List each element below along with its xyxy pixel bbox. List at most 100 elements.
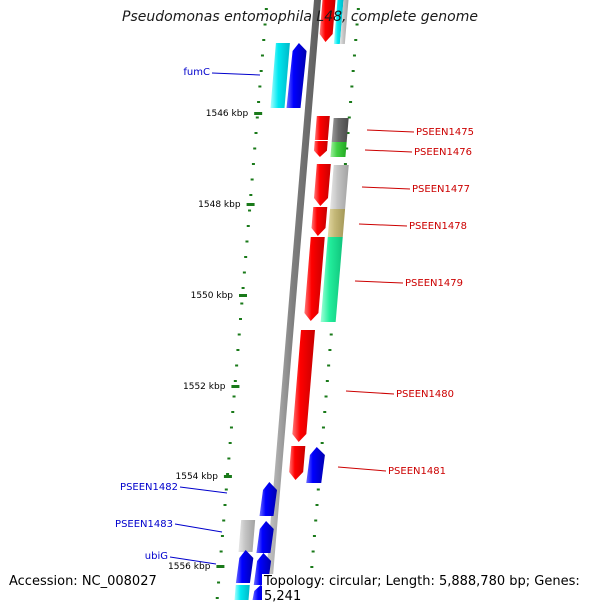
gene-label-pseen1477[interactable]: PSEEN1477 <box>412 184 470 195</box>
gene-feature[interactable] <box>330 142 347 157</box>
gene-feature[interactable] <box>320 237 343 322</box>
gene-label-leader <box>169 556 217 565</box>
gene-pseen1481-feature[interactable] <box>306 447 325 483</box>
tick-dot <box>228 442 232 444</box>
scale-tick-mark <box>223 475 232 478</box>
tick-dot <box>320 442 324 444</box>
gene-labels: fumC PSEEN1475 PSEEN1476 PSEEN1477 PSEEN1478… <box>115 67 474 565</box>
tick-dot <box>345 147 349 150</box>
scale-tick-mark <box>239 294 247 297</box>
tick-dot <box>227 457 231 460</box>
tick-dot <box>314 519 318 522</box>
tick-dot <box>224 488 228 491</box>
tick-dot <box>325 380 329 382</box>
tick-dot <box>257 101 261 103</box>
scale-tick-mark <box>254 112 263 115</box>
gene-label-pseen1483[interactable]: PSEEN1483 <box>115 519 173 530</box>
tick-dot <box>235 364 239 367</box>
tick-dot <box>356 8 360 10</box>
scale-tick-label: 1546 kbp <box>206 109 249 119</box>
tick-dot <box>219 550 223 553</box>
gene-label-fumc[interactable]: fumC <box>183 67 210 78</box>
tick-dot <box>321 426 325 429</box>
scale-tick-label: 1550 kbp <box>191 291 234 301</box>
genome-backbone <box>264 0 321 600</box>
gene-label-pseen1475[interactable]: PSEEN1475 <box>416 127 474 138</box>
gene-pseen1475[interactable] <box>314 116 330 140</box>
tick-dot <box>253 147 257 150</box>
tick-dot <box>250 178 254 181</box>
tick-dot <box>343 163 347 165</box>
tick-dot <box>329 333 333 336</box>
tick-dot <box>248 209 252 212</box>
gene-pseen1482[interactable] <box>259 482 278 516</box>
gene-label-pseen1481[interactable]: PSEEN1481 <box>388 466 446 477</box>
tick-dot <box>231 411 235 413</box>
gene-label-leader <box>179 486 228 494</box>
scale-tick-label: 1552 kbp <box>183 382 226 392</box>
scale-tick-label: 1554 kbp <box>176 472 219 482</box>
tick-dot <box>251 163 255 165</box>
tick-dot <box>315 504 319 506</box>
gene-pseen1481[interactable] <box>289 446 306 480</box>
gene-label-ubig[interactable]: ubiG <box>145 551 168 562</box>
gene-label-leader <box>358 223 408 227</box>
tick-dot <box>311 550 315 553</box>
scale-tick-label: 1556 kbp <box>168 562 211 572</box>
tick-dot <box>354 39 358 41</box>
gene-feature[interactable] <box>333 0 344 44</box>
gene-label-leader <box>364 149 413 153</box>
tick-dot <box>262 39 266 41</box>
gene-forward[interactable] <box>319 0 336 42</box>
gene-ubiG[interactable] <box>235 550 254 583</box>
gene-label-leader <box>354 280 404 284</box>
gene-pseen1479[interactable] <box>304 237 325 321</box>
tick-dot <box>236 349 240 351</box>
tick-dot <box>352 54 356 57</box>
gene-label-pseen1476[interactable]: PSEEN1476 <box>414 147 472 158</box>
gene-feature[interactable] <box>330 165 349 209</box>
scale-tick-label: 1548 kbp <box>198 200 241 210</box>
gene-label-pseen1478[interactable]: PSEEN1478 <box>409 221 467 232</box>
gene-label-leader <box>174 523 223 533</box>
map-title: Pseudomonas entomophila L48, complete ge… <box>122 9 478 25</box>
gene-pseen1477[interactable] <box>314 164 331 206</box>
gene-label-leader <box>366 129 415 133</box>
genome-summary-text: Topology: circular; Length: 5,888,780 bp… <box>262 574 600 604</box>
gene-label-leader <box>361 186 411 190</box>
gene-pseen1483[interactable] <box>256 521 274 553</box>
gene-label-pseen1482[interactable]: PSEEN1482 <box>120 482 178 493</box>
gene-pseen1480[interactable] <box>292 330 315 442</box>
tick-dot <box>220 535 224 537</box>
tick-dot <box>310 566 314 568</box>
gene-feature[interactable] <box>238 520 256 552</box>
tick-dot <box>254 132 258 134</box>
gene-label-pseen1480[interactable]: PSEEN1480 <box>396 389 454 400</box>
gene-fumC-feature[interactable] <box>270 43 290 108</box>
gene-feature[interactable] <box>234 585 250 600</box>
tick-dot <box>255 116 259 119</box>
tick-dot <box>226 473 230 475</box>
tick-dot <box>246 225 250 227</box>
gene-feature[interactable] <box>339 0 349 44</box>
tick-dot <box>217 581 221 584</box>
gene-feature[interactable] <box>327 209 346 237</box>
gene-feature[interactable] <box>331 118 349 142</box>
scale-tick-mark <box>216 565 225 568</box>
tick-dot <box>249 194 253 196</box>
tick-dot <box>233 380 237 382</box>
gene-label-leader <box>337 466 387 472</box>
gene-pseen1478[interactable] <box>311 207 328 236</box>
tick-dot <box>259 70 263 72</box>
gene-fumC[interactable] <box>286 43 307 108</box>
tick-dot <box>258 85 262 88</box>
gene-pseen1476[interactable] <box>313 141 328 157</box>
gene-track <box>234 0 349 600</box>
gene-label-pseen1479[interactable]: PSEEN1479 <box>405 278 463 289</box>
tick-dot <box>229 426 233 429</box>
tick-dot <box>241 287 245 289</box>
tick-dot <box>223 504 227 506</box>
tick-dot <box>263 23 267 26</box>
